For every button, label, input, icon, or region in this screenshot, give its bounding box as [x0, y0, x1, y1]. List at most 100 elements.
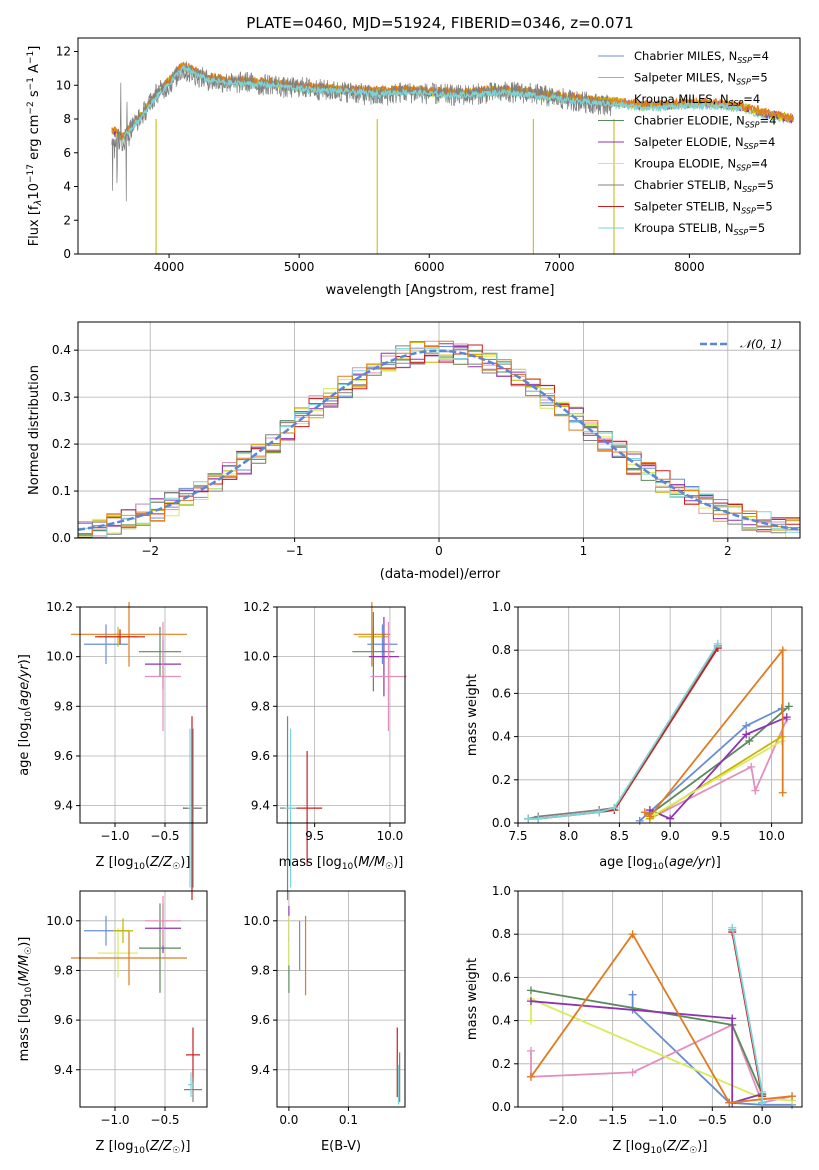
weight-vs-z-frame	[517, 890, 803, 1108]
x-tick-label: 0.1	[339, 1113, 358, 1127]
spectrum-plot-area	[111, 61, 794, 254]
x-tick-label: 7000	[544, 260, 575, 274]
mass-weight-line	[649, 718, 788, 820]
y-tick-label: 9.4	[251, 1063, 270, 1077]
mass-weight-marker	[745, 736, 754, 745]
weight-vs-age-lines	[524, 639, 793, 825]
y-tick-label: 6	[63, 146, 71, 160]
y-tick-label: 10.2	[243, 600, 270, 614]
mass-vs-z-frame	[79, 890, 208, 1108]
y-tick-label: 1.0	[492, 600, 511, 614]
mass-weight-marker	[742, 721, 751, 730]
mass-weight-line	[530, 1000, 763, 1104]
x-tick-label: −1.5	[598, 1113, 627, 1127]
age-vs-z-xlabel: Z [log10(Z/Z☉)]	[96, 855, 191, 872]
y-tick-label: 9.4	[54, 1063, 73, 1077]
x-tick-label: 8.0	[559, 829, 578, 843]
x-tick-label: 8000	[674, 260, 705, 274]
mass-weight-marker	[526, 1046, 535, 1055]
y-tick-label: 0.2	[52, 437, 71, 451]
mass-vs-ebv-points	[288, 905, 401, 1105]
x-tick-label: −2.0	[548, 1113, 577, 1127]
x-tick-label: 9.0	[661, 829, 680, 843]
normal-legend-label: 𝒩(0, 1)	[740, 337, 782, 351]
legend-label: Kroupa MILES, NSSP=4	[634, 92, 760, 108]
age-vs-mass-xlabel: mass [log10(M/M☉)]	[279, 855, 404, 872]
residual-xlabel: (data-model)/error	[380, 567, 501, 582]
mass-weight-marker	[747, 762, 756, 771]
mass-weight-marker	[777, 704, 786, 713]
y-tick-label: 9.8	[54, 699, 73, 713]
x-tick-label: −0.5	[698, 1113, 727, 1127]
x-tick-label: −2	[141, 544, 159, 558]
y-tick-label: 2	[63, 213, 71, 227]
y-tick-label: 0.4	[492, 730, 511, 744]
weight-vs-age-frame	[517, 606, 803, 824]
residual-legend: 𝒩(0, 1)	[700, 337, 782, 351]
y-tick-label: 9.8	[251, 963, 270, 977]
y-tick-label: 9.6	[251, 1013, 270, 1027]
x-tick-label: 9.5	[305, 829, 324, 843]
y-tick-label: 12	[56, 45, 71, 59]
mass-weight-marker	[777, 736, 786, 745]
spectrum-xlabel: wavelength [Angstrom, rest frame]	[326, 283, 555, 298]
mass-weight-marker	[628, 930, 637, 939]
mass-weight-marker	[751, 786, 760, 795]
mass-weight-marker	[526, 986, 535, 995]
mass-weight-marker	[635, 816, 644, 825]
legend-label: Chabrier MILES, NSSP=4	[634, 49, 769, 65]
mass-weight-marker	[628, 1068, 637, 1077]
y-tick-label: 0.0	[492, 1100, 511, 1114]
age-vs-z-ylabel: age [log10(age/yr)]	[17, 654, 34, 776]
y-tick-label: 9.4	[54, 799, 73, 813]
mass-weight-marker	[758, 1098, 767, 1107]
x-tick-label: −1	[286, 544, 304, 558]
y-tick-label: 9.6	[251, 749, 270, 763]
mass-weight-line	[530, 932, 793, 1104]
mass-vs-ebv-frame	[276, 890, 406, 1108]
x-tick-label: 5000	[284, 260, 315, 274]
x-tick-label: 1	[580, 544, 588, 558]
y-tick-label: 1.0	[492, 884, 511, 898]
y-tick-label: 10.0	[46, 650, 73, 664]
x-tick-label: 8.5	[610, 829, 629, 843]
x-tick-label: 7.5	[508, 829, 527, 843]
mass-weight-marker	[595, 808, 604, 817]
mass-weight-line	[530, 1023, 793, 1104]
y-tick-label: 0.0	[52, 531, 71, 545]
mass-vs-z-xlabel: Z [log10(Z/Z☉)]	[96, 1139, 191, 1156]
spectrum-axes-frame	[77, 37, 801, 255]
x-tick-label: 4000	[154, 260, 185, 274]
mass-weight-marker	[788, 1092, 797, 1101]
mass-weight-marker	[778, 788, 787, 797]
y-tick-label: 10.0	[46, 914, 73, 928]
mass-weight-marker	[728, 923, 737, 932]
x-tick-label: 2	[724, 544, 732, 558]
mass-weight-marker	[758, 1087, 767, 1096]
legend-label: Salpeter ELODIE, NSSP=4	[634, 135, 775, 151]
age-vs-z-points	[71, 602, 202, 900]
mass-weight-marker	[526, 1072, 535, 1081]
y-tick-label: 0.0	[492, 816, 511, 830]
spectrum-ylabel: Flux [fλ10−17 erg cm−2 s−1 A−1]	[26, 46, 44, 247]
residual-panel: −2 −1 0 1 2 0.0 0.1 0.2 0.3 0.4 (data-model)/erro…	[27, 321, 801, 582]
mass-weight-marker	[645, 812, 654, 821]
normal-reference-curve	[77, 349, 801, 532]
legend-label: Salpeter MILES, NSSP=5	[634, 71, 768, 87]
spectrum-legend: Chabrier MILES, NSSP=4 Salpeter MILES, NS…	[598, 49, 776, 237]
mass-weight-marker	[728, 1014, 737, 1023]
x-tick-label: −0.5	[150, 829, 179, 843]
y-tick-label: 9.8	[251, 699, 270, 713]
x-tick-label: −1.0	[100, 829, 129, 843]
y-tick-label: 8	[63, 112, 71, 126]
age-vs-z-panel: −1.0 −0.5 9.4 9.6 9.8 10.0 10.2 Z [log10(Z/Z☉)…	[17, 600, 208, 900]
y-tick-label: 10.2	[46, 600, 73, 614]
x-tick-label: −1.0	[100, 1113, 129, 1127]
legend-label: Kroupa ELODIE, NSSP=4	[634, 157, 768, 173]
weight-vs-age-ylabel: mass weight	[465, 674, 480, 756]
mass-vs-z-points	[71, 895, 202, 1103]
x-tick-label: 9.5	[711, 829, 730, 843]
mass-weight-marker	[725, 1098, 734, 1107]
age-vs-mass-points	[280, 602, 407, 900]
